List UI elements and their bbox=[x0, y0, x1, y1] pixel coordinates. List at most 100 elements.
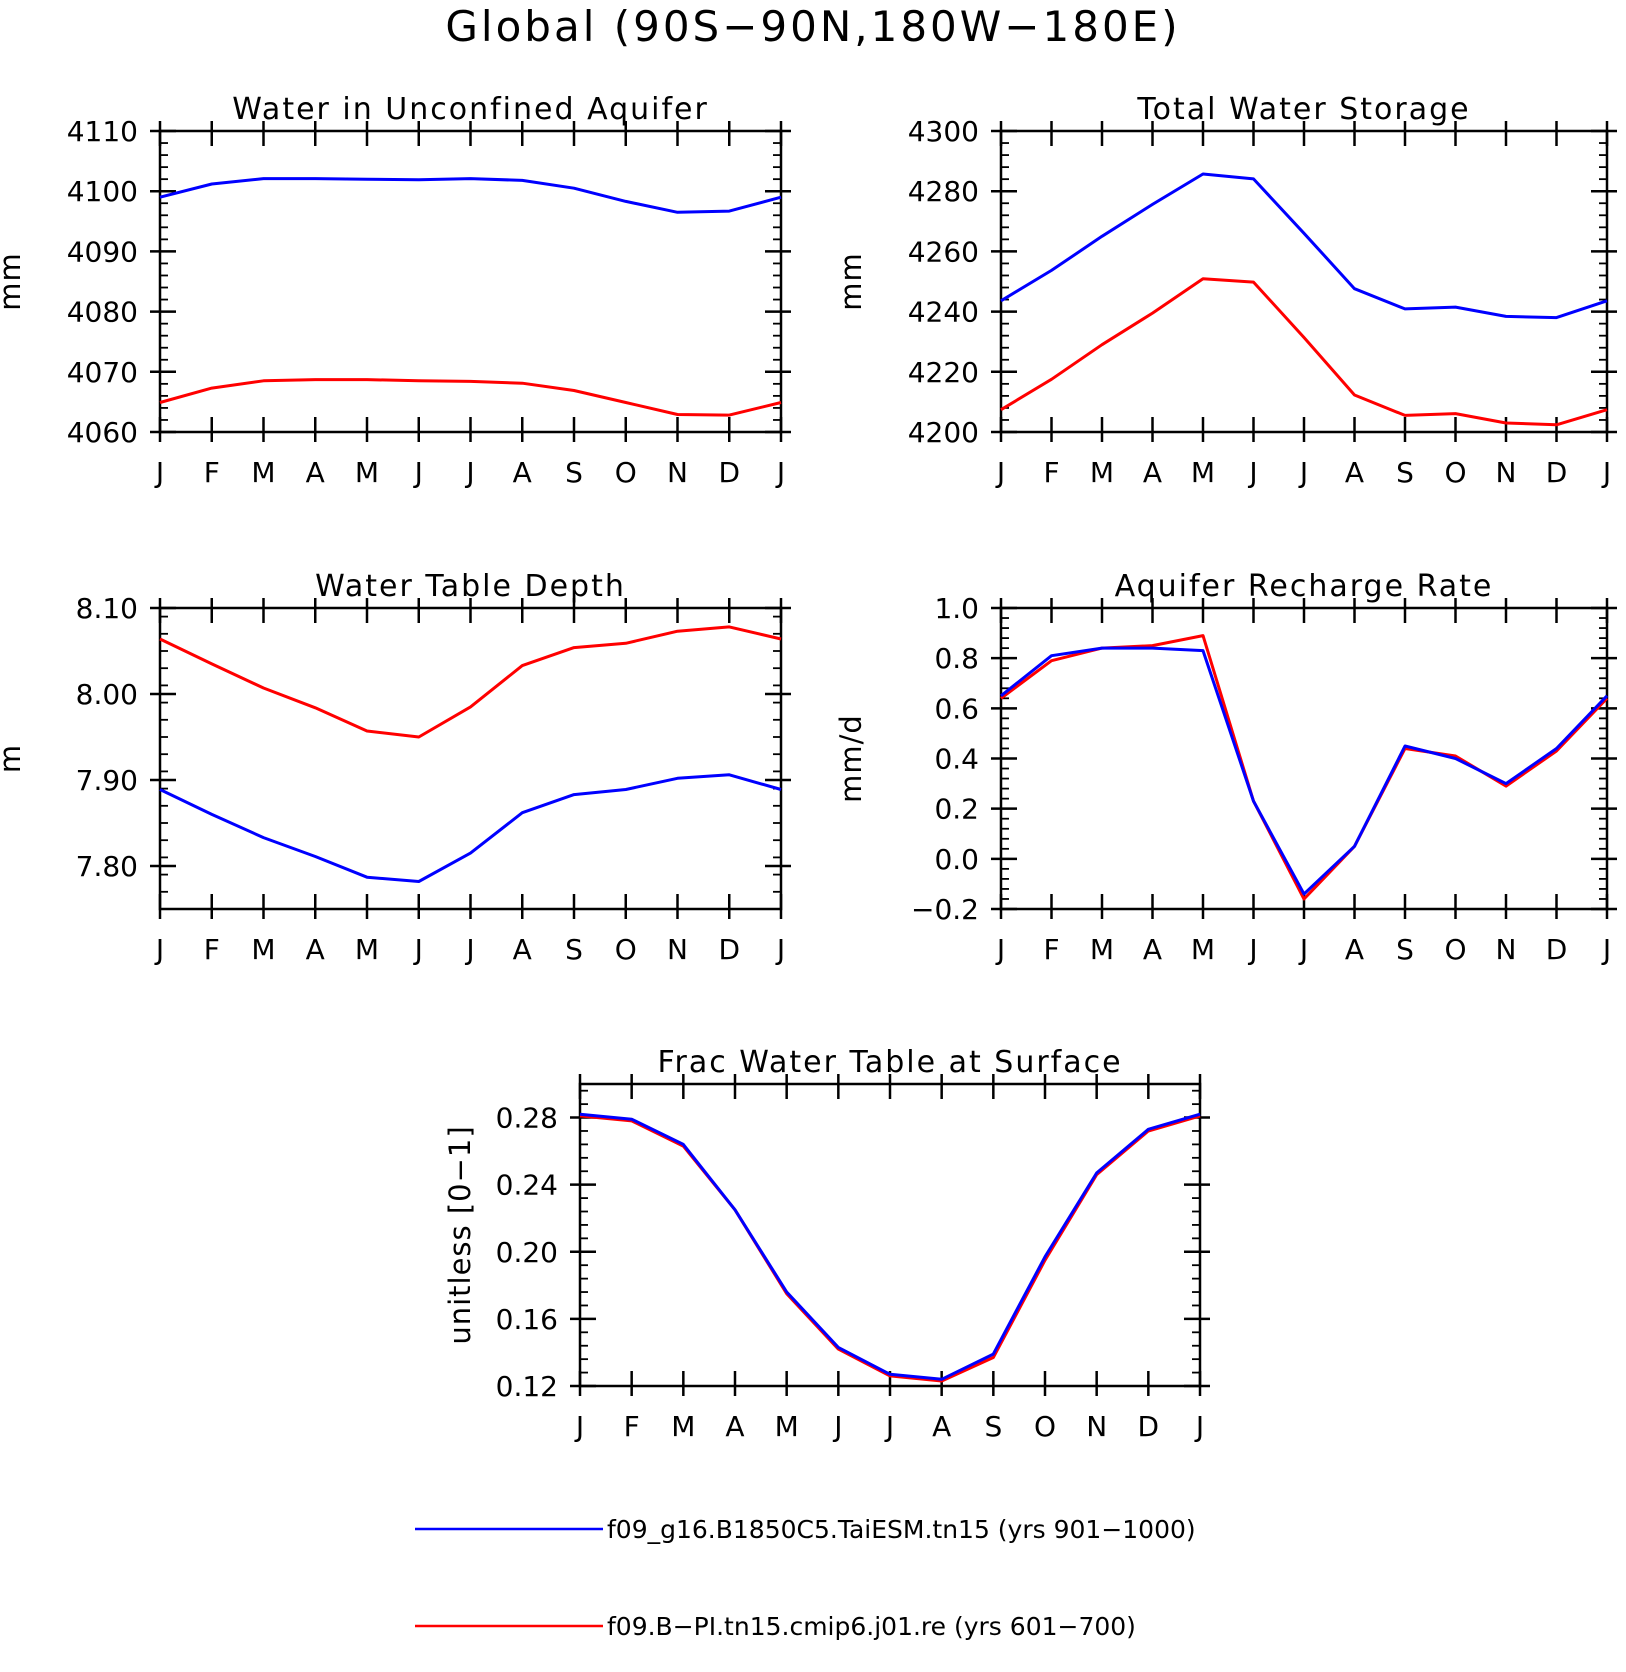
x-tick-label: A bbox=[306, 456, 325, 489]
x-tick-label: J bbox=[1298, 456, 1308, 489]
series-line-1 bbox=[159, 177, 782, 214]
x-tick-label: M bbox=[1090, 933, 1114, 966]
x-tick-label: A bbox=[306, 933, 325, 966]
x-tick-label: D bbox=[1138, 1410, 1160, 1443]
panel-title: Total Water Storage bbox=[1136, 92, 1470, 127]
x-tick-label: S bbox=[565, 456, 583, 489]
x-tick-label: D bbox=[718, 933, 740, 966]
x-tick-label: A bbox=[1345, 456, 1364, 489]
y-axis-label: mm/d bbox=[834, 714, 868, 803]
x-tick-label: J bbox=[775, 933, 785, 966]
y-axis-label: m bbox=[0, 744, 27, 773]
x-tick-label: M bbox=[355, 933, 379, 966]
x-tick-label: F bbox=[204, 933, 220, 966]
y-tick-label: 0.0 bbox=[934, 843, 979, 876]
y-tick-label: 0.8 bbox=[934, 642, 979, 675]
y-tick-label: 4300 bbox=[908, 115, 979, 148]
x-tick-label: J bbox=[1601, 456, 1611, 489]
y-axis-label: mm bbox=[0, 252, 27, 311]
x-tick-label: S bbox=[1396, 933, 1414, 966]
x-tick-label: J bbox=[995, 456, 1005, 489]
x-tick-label: J bbox=[775, 456, 785, 489]
x-tick-label: M bbox=[1191, 456, 1215, 489]
series-line-2 bbox=[159, 378, 782, 417]
x-tick-label: A bbox=[1345, 933, 1364, 966]
x-tick-label: D bbox=[1546, 933, 1568, 966]
plot-frame bbox=[578, 1082, 1202, 1388]
series-line-1 bbox=[579, 1114, 1201, 1383]
y-tick-label: 4090 bbox=[67, 235, 138, 268]
y-tick-label: 0.12 bbox=[496, 1370, 558, 1403]
y-tick-label: 4110 bbox=[67, 115, 138, 148]
x-tick-label: N bbox=[1086, 1410, 1107, 1443]
x-tick-label: A bbox=[513, 456, 532, 489]
y-tick-label: 0.2 bbox=[934, 793, 979, 826]
x-tick-label: J bbox=[884, 1410, 894, 1443]
x-tick-label: A bbox=[1143, 933, 1162, 966]
series-line-1 bbox=[159, 773, 782, 883]
y-tick-label: 4200 bbox=[908, 416, 979, 449]
y-tick-label: 4080 bbox=[67, 296, 138, 329]
x-tick-label: M bbox=[251, 456, 275, 489]
series-line-2 bbox=[159, 625, 782, 739]
x-tick-label: N bbox=[667, 933, 688, 966]
x-tick-label: S bbox=[1396, 456, 1414, 489]
x-tick-label: N bbox=[1496, 456, 1517, 489]
plot-frame bbox=[158, 606, 783, 911]
y-tick-label: 0.24 bbox=[496, 1169, 558, 1202]
y-tick-label: 4280 bbox=[908, 175, 979, 208]
x-tick-label: F bbox=[1043, 933, 1059, 966]
x-tick-label: A bbox=[932, 1410, 951, 1443]
y-tick-label: 7.80 bbox=[76, 850, 138, 883]
x-tick-label: J bbox=[464, 456, 474, 489]
x-tick-label: J bbox=[154, 933, 164, 966]
y-tick-label: 1.0 bbox=[934, 592, 979, 625]
x-tick-label: D bbox=[1546, 456, 1568, 489]
y-axis-label: unitless [0−1] bbox=[443, 1125, 477, 1344]
y-tick-label: 4220 bbox=[908, 356, 979, 389]
y-tick-label: 0.20 bbox=[496, 1236, 558, 1269]
x-tick-label: J bbox=[1194, 1410, 1204, 1443]
x-tick-label: D bbox=[718, 456, 740, 489]
x-tick-label: J bbox=[464, 933, 474, 966]
x-tick-label: O bbox=[1034, 1410, 1056, 1443]
series-line-2 bbox=[1000, 646, 1609, 896]
x-tick-label: M bbox=[355, 456, 379, 489]
legend-label: f09.B−PI.tn15.cmip6.j01.re (yrs 601−700) bbox=[607, 1612, 1136, 1641]
x-tick-label: J bbox=[574, 1410, 584, 1443]
y-tick-label: 0.6 bbox=[934, 692, 979, 725]
plot-frame bbox=[999, 129, 1609, 434]
x-tick-label: A bbox=[1143, 456, 1162, 489]
series-line-2 bbox=[579, 1112, 1201, 1381]
y-tick-label: 4260 bbox=[908, 235, 979, 268]
plot-frame bbox=[158, 129, 783, 434]
y-tick-label: 4060 bbox=[67, 416, 138, 449]
y-tick-label: 4240 bbox=[908, 296, 979, 329]
y-tick-label: 0.16 bbox=[496, 1303, 558, 1336]
y-tick-label: 7.90 bbox=[76, 764, 138, 797]
x-tick-label: J bbox=[1601, 933, 1611, 966]
x-tick-label: J bbox=[995, 933, 1005, 966]
x-tick-label: J bbox=[154, 456, 164, 489]
y-tick-label: 8.00 bbox=[76, 678, 138, 711]
x-tick-label: M bbox=[1191, 933, 1215, 966]
x-tick-label: F bbox=[204, 456, 220, 489]
plot-frame bbox=[999, 606, 1609, 911]
y-tick-label: −0.2 bbox=[911, 893, 979, 926]
x-tick-label: M bbox=[251, 933, 275, 966]
series-line-2 bbox=[1000, 277, 1608, 427]
x-tick-label: N bbox=[1496, 933, 1517, 966]
x-tick-label: N bbox=[667, 456, 688, 489]
legend-label: f09_g16.B1850C5.TaiESM.tn15 (yrs 901−100… bbox=[607, 1515, 1196, 1544]
x-tick-label: S bbox=[984, 1410, 1002, 1443]
x-tick-label: M bbox=[1090, 456, 1114, 489]
x-tick-label: A bbox=[513, 933, 532, 966]
x-tick-label: J bbox=[832, 1410, 842, 1443]
legend: f09_g16.B1850C5.TaiESM.tn15 (yrs 901−100… bbox=[415, 1515, 1196, 1641]
page-title: Global (90S−90N,180W−180E) bbox=[445, 2, 1181, 51]
